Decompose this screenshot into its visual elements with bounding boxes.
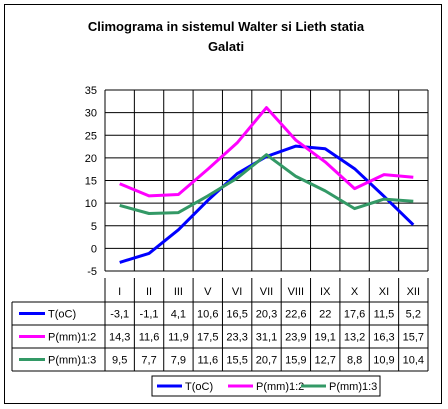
- table-series-name: T(oC): [48, 309, 76, 321]
- x-tick-label: V: [204, 286, 212, 298]
- data-label: 14,3: [109, 332, 130, 344]
- chart-title-line-1: Climograma in sistemul Walter si Lieth s…: [88, 19, 365, 34]
- series-line-2: [119, 106, 414, 198]
- x-tick-label: X: [351, 286, 359, 298]
- x-tick-label: XI: [379, 286, 389, 298]
- data-label: 22,6: [285, 309, 306, 321]
- x-tick-label: VI: [232, 286, 242, 298]
- y-tick-label: 35: [85, 85, 97, 97]
- data-label: 9,5: [112, 355, 127, 367]
- x-tick-label: VIII: [288, 286, 305, 298]
- data-label: -3,1: [110, 309, 129, 321]
- series-line-3: [119, 153, 414, 215]
- x-tick-label: II: [146, 286, 152, 298]
- data-label: 15,7: [403, 332, 424, 344]
- data-label: 19,1: [315, 332, 336, 344]
- data-label: 17,6: [344, 309, 365, 321]
- y-tick-label: 10: [85, 198, 97, 210]
- y-tick-label: 5: [91, 221, 97, 233]
- legend: T(oC) P(mm)1:2 P(mm)1:3: [151, 375, 381, 397]
- data-label: 12,7: [315, 355, 336, 367]
- data-label: 16,5: [226, 309, 247, 321]
- y-tick-label: 15: [85, 176, 97, 188]
- y-tick-label: 0: [91, 243, 97, 255]
- data-label: 11,5: [374, 309, 395, 321]
- data-label: 10,9: [373, 355, 394, 367]
- data-label: 23,9: [285, 332, 306, 344]
- data-label: 11,9: [168, 332, 189, 344]
- data-label: 20,3: [256, 309, 277, 321]
- data-label: 20,7: [256, 355, 277, 367]
- y-tick-label: -5: [87, 266, 97, 278]
- x-tick-label: III: [174, 286, 183, 298]
- legend-entry: P(mm)1:2: [256, 381, 304, 393]
- chart-title-line-2: Galati: [208, 39, 244, 54]
- data-label: 31,1: [256, 332, 277, 344]
- data-label: 11,6: [197, 355, 218, 367]
- data-label: 13,2: [344, 332, 365, 344]
- series-lines: [119, 106, 415, 264]
- data-label: 11,6: [139, 332, 160, 344]
- data-label: 10,6: [197, 309, 218, 321]
- table-series-name: P(mm)1:3: [48, 355, 96, 367]
- data-label: 7,9: [171, 355, 186, 367]
- x-tick-label: VII: [260, 286, 273, 298]
- data-label: 15,9: [285, 355, 306, 367]
- legend-entry: T(oC): [185, 381, 213, 393]
- y-tick-label: 20: [85, 153, 97, 165]
- data-label: 22: [319, 309, 331, 321]
- data-label: -1,1: [140, 309, 159, 321]
- data-label: 4,1: [171, 309, 186, 321]
- data-label: 7,7: [141, 355, 156, 367]
- y-axis-ticks: -5 0 5 10 15 20 25 30 35: [85, 85, 97, 278]
- data-label: 23,3: [226, 332, 247, 344]
- data-label: 10,4: [403, 355, 424, 367]
- x-tick-label: IX: [320, 286, 331, 298]
- data-label: 5,2: [406, 309, 421, 321]
- legend-box: [151, 375, 381, 397]
- legend-entry: P(mm)1:3: [329, 381, 377, 393]
- data-label: 16,3: [373, 332, 394, 344]
- y-tick-label: 30: [85, 108, 97, 120]
- data-label: 17,5: [197, 332, 218, 344]
- data-label: 8,8: [347, 355, 362, 367]
- x-tick-label: XII: [407, 286, 420, 298]
- y-tick-label: 25: [85, 130, 97, 142]
- plot-grid: [104, 89, 429, 272]
- data-label: 15,5: [226, 355, 247, 367]
- table-series-name: P(mm)1:2: [48, 332, 96, 344]
- x-tick-label: I: [118, 286, 121, 298]
